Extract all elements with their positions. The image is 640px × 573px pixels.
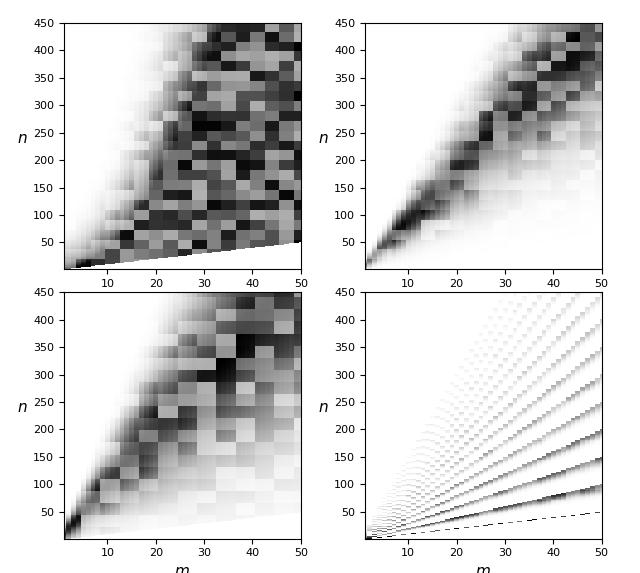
Text: (b) i.i.d.  $\nu_m$: (b) i.i.d. $\nu_m$ <box>438 311 529 329</box>
Text: (a) i.i.d.  $\mu$: (a) i.i.d. $\mu$ <box>142 311 223 330</box>
X-axis label: m: m <box>175 564 190 573</box>
X-axis label: m: m <box>175 295 190 309</box>
Y-axis label: n: n <box>17 401 27 415</box>
Y-axis label: n: n <box>318 401 328 415</box>
Y-axis label: n: n <box>318 131 328 146</box>
X-axis label: m: m <box>476 564 491 573</box>
Y-axis label: n: n <box>17 131 27 146</box>
X-axis label: m: m <box>476 295 491 309</box>
